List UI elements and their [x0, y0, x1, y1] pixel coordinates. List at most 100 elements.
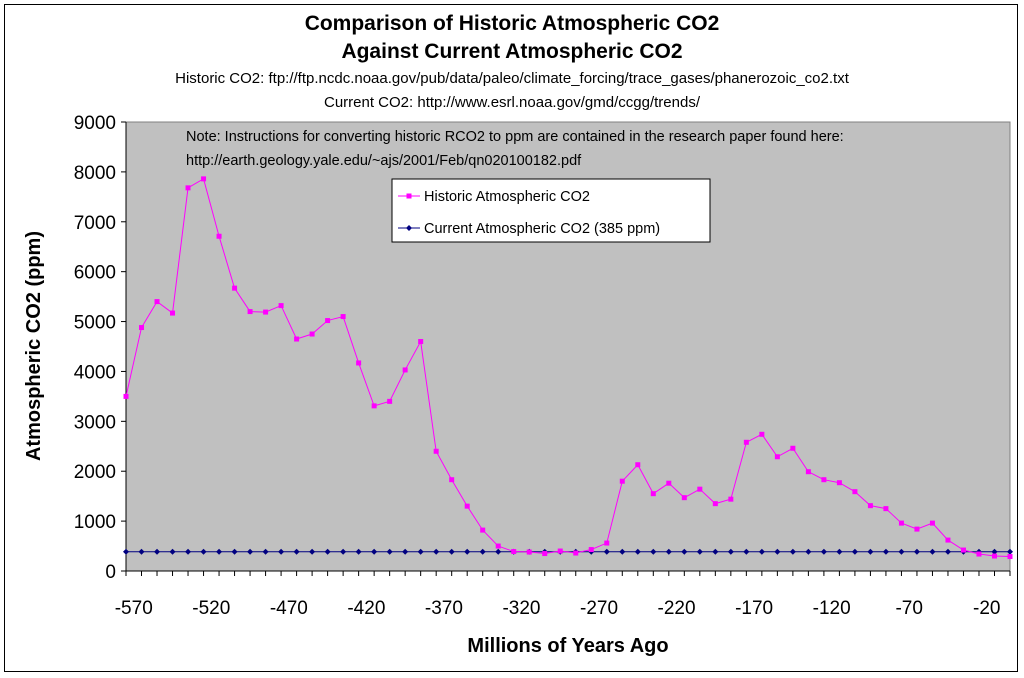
- data-point-current: [743, 548, 750, 555]
- data-point-current: [898, 548, 905, 555]
- data-point-historic: [852, 489, 858, 495]
- x-tick-label: -470: [270, 598, 308, 619]
- data-point-historic: [821, 477, 827, 483]
- data-point-current: [216, 548, 223, 555]
- source-current: Current CO2: http://www.esrl.noaa.gov/gm…: [323, 94, 700, 111]
- data-point-historic: [929, 520, 935, 526]
- data-point-current: [650, 548, 657, 555]
- data-point-historic: [883, 506, 889, 512]
- data-point-current: [185, 548, 192, 555]
- data-point-historic: [263, 309, 269, 315]
- data-point-current: [619, 548, 626, 555]
- data-point-current: [262, 548, 269, 555]
- y-tick-label: 7000: [74, 213, 116, 234]
- data-point-historic: [774, 454, 780, 460]
- data-point-current: [758, 548, 765, 555]
- data-point-historic: [387, 398, 393, 404]
- data-point-historic: [759, 431, 765, 437]
- data-point-historic: [914, 526, 920, 532]
- data-point-current: [944, 548, 951, 555]
- series-line-historic: [125, 178, 1011, 558]
- data-point-current: [1007, 548, 1013, 555]
- data-point-historic: [960, 547, 966, 553]
- data-point-current: [882, 548, 889, 555]
- data-point-historic: [123, 393, 129, 399]
- legend-label-current: Current Atmospheric CO2 (385 ppm): [424, 221, 660, 237]
- data-point-current: [820, 548, 827, 555]
- data-point-current: [929, 548, 936, 555]
- data-point-current: [448, 548, 455, 555]
- data-point-current: [603, 548, 610, 555]
- data-point-historic: [867, 503, 873, 509]
- chart-title-line1: Comparison of Historic Atmospheric CO2: [304, 12, 720, 35]
- data-point-historic: [991, 553, 997, 559]
- data-point-current: [340, 548, 347, 555]
- data-point-historic: [805, 469, 811, 475]
- x-axis: -570 -520 -470 -420 -370 -320 -270 -220 -170 -120…: [115, 570, 1011, 619]
- data-point-current: [278, 548, 285, 555]
- data-point-current: [991, 548, 998, 555]
- data-point-historic: [945, 537, 951, 543]
- series-layer: [123, 176, 1013, 560]
- data-point-historic: [294, 336, 300, 342]
- data-point-historic: [201, 176, 207, 182]
- data-point-historic: [790, 445, 796, 451]
- data-point-current: [309, 548, 316, 555]
- data-point-historic: [681, 495, 687, 501]
- y-tick-label: 2000: [74, 462, 116, 483]
- data-point-historic: [511, 549, 517, 555]
- data-point-historic: [898, 520, 904, 526]
- x-tick-label: -520: [192, 598, 230, 619]
- data-point-historic: [356, 360, 362, 366]
- data-point-historic: [495, 543, 501, 549]
- data-point-historic: [309, 331, 315, 337]
- data-point-current: [200, 548, 207, 555]
- data-point-current: [123, 548, 129, 555]
- y-tick-label: 8000: [74, 163, 116, 184]
- data-point-current: [433, 548, 440, 555]
- data-point-historic: [728, 496, 734, 502]
- data-point-historic: [635, 462, 641, 468]
- data-point-historic: [278, 303, 284, 309]
- data-point-historic: [557, 548, 563, 554]
- chart-title-line2: Against Current Atmospheric CO2: [341, 40, 683, 63]
- data-point-current: [479, 548, 486, 555]
- data-point-historic: [588, 547, 594, 553]
- data-point-historic: [836, 480, 842, 486]
- data-point-current: [169, 548, 176, 555]
- x-tick-label: -370: [425, 598, 463, 619]
- x-tick-label: -170: [735, 598, 773, 619]
- x-tick-label: -220: [658, 598, 696, 619]
- data-point-current: [665, 548, 672, 555]
- legend-marker-historic: [406, 193, 412, 199]
- data-point-historic: [619, 478, 625, 484]
- data-point-historic: [697, 486, 703, 492]
- data-point-historic: [743, 439, 749, 445]
- y-tick-label: 1000: [74, 512, 116, 533]
- data-point-historic: [216, 233, 222, 239]
- data-point-historic: [666, 480, 672, 486]
- data-point-current: [154, 548, 161, 555]
- data-point-historic: [433, 448, 439, 454]
- y-tick-label: 5000: [74, 313, 116, 334]
- y-tick-label: 0: [105, 562, 116, 583]
- data-point-current: [805, 548, 812, 555]
- legend-label-historic: Historic Atmospheric CO2: [424, 189, 590, 205]
- data-point-historic: [712, 501, 718, 507]
- data-point-current: [727, 548, 734, 555]
- data-point-historic: [232, 285, 238, 291]
- data-point-current: [355, 548, 362, 555]
- data-point-historic: [371, 403, 377, 409]
- data-point-current: [712, 548, 719, 555]
- x-tick-label: -70: [895, 598, 922, 619]
- data-point-historic: [402, 367, 408, 373]
- data-point-current: [138, 548, 145, 555]
- x-tick-label: -320: [502, 598, 540, 619]
- legend: Historic Atmospheric CO2 Current Atmosph…: [391, 178, 711, 243]
- data-point-historic: [247, 309, 253, 315]
- data-point-historic: [1007, 554, 1013, 560]
- y-axis: 0 1000 2000 3000 4000 5000 6000 7000 8000 9000: [74, 113, 127, 583]
- data-point-historic: [185, 185, 191, 191]
- data-point-current: [464, 548, 471, 555]
